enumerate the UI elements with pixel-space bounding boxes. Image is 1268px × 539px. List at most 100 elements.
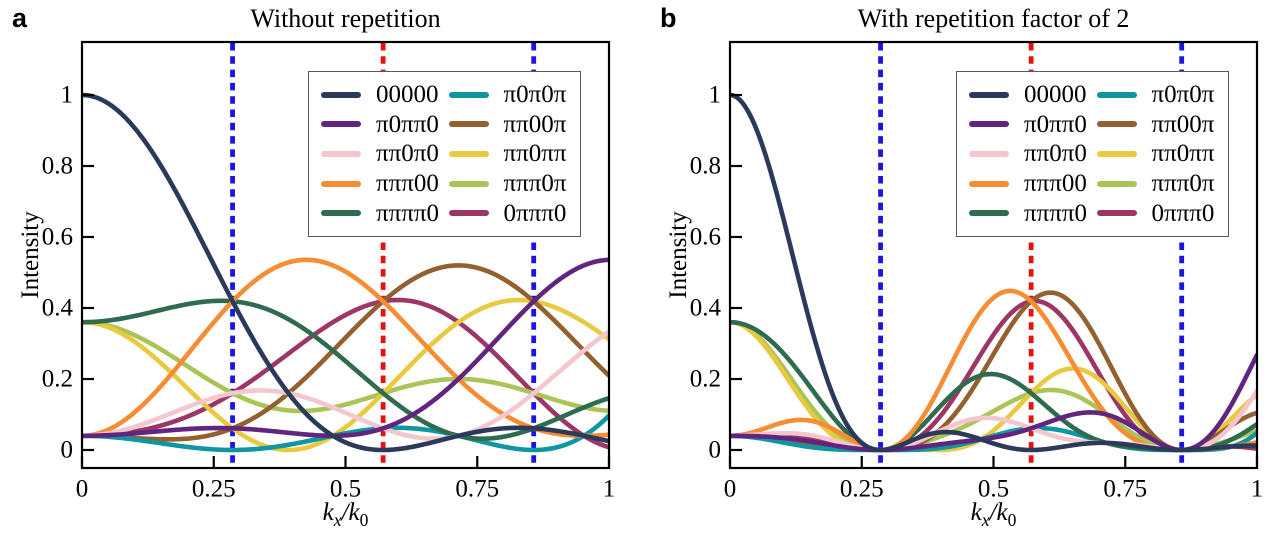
legend-line-swatch — [969, 91, 1009, 98]
legend-entry-ππ0ππ: ππ0ππ — [1096, 139, 1225, 169]
curve-a-πππ0π — [82, 319, 609, 414]
curve-a-00000 — [82, 92, 609, 453]
legend-line-swatch — [448, 121, 489, 128]
legend-label: ππ0ππ — [1151, 140, 1215, 168]
legend-label: 0πππ0 — [503, 199, 567, 227]
x-tick-label-a: 0.5 — [330, 476, 361, 503]
legend-label: ππ00π — [503, 110, 567, 138]
legend-line-swatch — [1096, 210, 1137, 217]
y-tick-label-a: 0.6 — [42, 224, 73, 251]
legend-line-swatch — [321, 210, 361, 217]
y-tick-label-a: 0.4 — [42, 295, 74, 322]
legend-label: ππππ0 — [376, 199, 439, 227]
panel-b-frame — [728, 40, 1259, 470]
legend-line-swatch — [448, 180, 489, 187]
legend-entry-ππ0π0: ππ0π0 — [321, 139, 449, 169]
panel-a-frame — [80, 40, 611, 470]
legend-entry-π0ππ0: π0ππ0 — [969, 110, 1097, 140]
legend-label: πππ00 — [1024, 170, 1087, 198]
y-tick-label-b: 0 — [709, 437, 722, 464]
y-tick-label-b: 0.6 — [690, 224, 721, 251]
x-tick-label-b: 0 — [724, 476, 737, 503]
panel-a-letter: a — [12, 3, 28, 33]
x-tick-label-a: 1 — [603, 476, 616, 503]
legend-line-swatch — [321, 150, 361, 157]
legend-entry-ππ0ππ: ππ0ππ — [448, 139, 577, 169]
legend-label: 00000 — [376, 81, 439, 109]
legend-label: 0πππ0 — [1151, 199, 1215, 227]
y-tick-label-a: 0.2 — [42, 366, 73, 393]
legend-line-swatch — [1096, 150, 1137, 157]
y-tick-label-a: 0 — [61, 437, 74, 464]
y-tick-label-b: 0.4 — [690, 295, 722, 322]
legend-entry-πππ0π: πππ0π — [1096, 169, 1225, 199]
curve-b-00000 — [730, 92, 1257, 453]
y-tick-label-b: 0.2 — [690, 366, 721, 393]
legend-entry-0πππ0: 0πππ0 — [1096, 198, 1225, 228]
legend-label: π0ππ0 — [376, 110, 439, 138]
legend-line-swatch — [321, 121, 361, 128]
y-tick-label-a: 0.8 — [42, 153, 73, 180]
legend-line-swatch — [448, 210, 489, 217]
legend-label: πππ00 — [376, 170, 439, 198]
legend-line-swatch — [969, 150, 1009, 157]
legend-label: π0ππ0 — [1024, 110, 1087, 138]
y-tick-label-a: 1 — [61, 82, 74, 109]
legend-entry-ππ00π: ππ00π — [1096, 110, 1225, 140]
panel-b-plot-area — [730, 43, 1257, 467]
legend-label: ππππ0 — [1024, 199, 1087, 227]
legend-line-swatch — [969, 180, 1009, 187]
legend-line-swatch — [969, 210, 1009, 217]
curve-a-ππ0π0 — [82, 329, 609, 441]
panel-a-y-axis-label: Intensity — [17, 211, 44, 299]
legend-label: πππ0π — [1151, 170, 1215, 198]
curve-a-ππ00π — [82, 263, 609, 442]
legend-line-swatch — [1096, 180, 1137, 187]
legend-entry-00000: 00000 — [321, 80, 449, 110]
legend-label: π0π0π — [1151, 81, 1215, 109]
curve-a-ππππ0 — [82, 298, 609, 441]
x-tick-label-b: 0.75 — [1103, 476, 1147, 503]
legend-label: ππ0π0 — [376, 140, 439, 168]
legend-line-swatch — [321, 180, 361, 187]
x-tick-label-a: 0.25 — [192, 476, 236, 503]
y-tick-label-b: 0.8 — [690, 153, 721, 180]
legend-entry-ππ0π0: ππ0π0 — [969, 139, 1097, 169]
legend-label: πππ0π — [503, 170, 567, 198]
legend-line-swatch — [1096, 121, 1137, 128]
x-tick-label-a: 0.75 — [455, 476, 499, 503]
legend-entry-π0π0π: π0π0π — [448, 80, 577, 110]
legend-entry-ππ00π: ππ00π — [448, 110, 577, 140]
legend-entry-ππππ0: ππππ0 — [969, 198, 1097, 228]
panel-a-title: Without repetition — [250, 4, 441, 33]
legend-line-swatch — [448, 150, 489, 157]
curve-a-ππ0ππ — [82, 297, 609, 453]
curve-a-π0ππ0 — [82, 257, 609, 439]
x-tick-label-b: 0.5 — [978, 476, 1009, 503]
legend-entry-00000: 00000 — [969, 80, 1097, 110]
legend-entry-ππππ0: ππππ0 — [321, 198, 449, 228]
curve-a-πππ00 — [82, 257, 609, 439]
panel-b-x-axis-label: kx/k0 — [970, 499, 1017, 530]
legend-label: 00000 — [1024, 81, 1087, 109]
legend-line-swatch — [321, 91, 361, 98]
y-tick-label-b: 1 — [709, 82, 722, 109]
panel-b-title: With repetition factor of 2 — [857, 4, 1130, 33]
legend-entry-πππ00: πππ00 — [969, 169, 1097, 199]
legend-label: ππ0π0 — [1024, 140, 1087, 168]
legend-label: ππ0ππ — [503, 140, 567, 168]
legend-label: π0π0π — [503, 81, 567, 109]
legend-line-swatch — [1096, 91, 1137, 98]
legend-entry-πππ0π: πππ0π — [448, 169, 577, 199]
panel-b-letter: b — [660, 3, 677, 33]
legend-entry-π0π0π: π0π0π — [1096, 80, 1225, 110]
legend-line-swatch — [448, 91, 489, 98]
legend-label: ππ00π — [1151, 110, 1215, 138]
x-tick-label-b: 0.25 — [840, 476, 884, 503]
curve-a-0πππ0 — [82, 297, 609, 450]
legend-entry-π0ππ0: π0ππ0 — [321, 110, 449, 140]
panel-b-y-axis-label: Intensity — [665, 211, 692, 299]
panel-b-legend: 00000 π0ππ0 ππ0π0 πππ00 ππππ0 π0π0π ππ00π ππ0ππ… — [956, 71, 1229, 237]
